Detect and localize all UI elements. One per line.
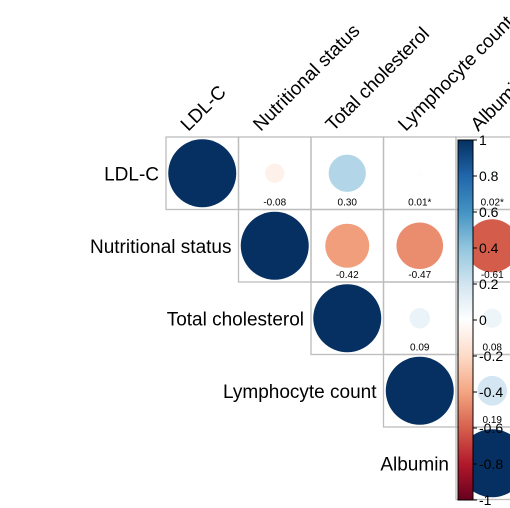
value-label-layer: -0.08 0.30 0.01* 0.02* -0.42 -0.47 -0.61 0.09 0.… [263,198,504,427]
cell-albumin-albumin [455,426,510,501]
row-label-nutritional-status: Nutritional status [90,237,232,258]
circle-ldl-c-ldl-c [168,139,237,208]
row-label-layer: LDL-C Nutritional status Total cholesterol… [90,164,449,475]
value-label-ldl-c-nutritional-status: -0.08 [263,198,286,209]
colorbar-tick-label: 0.8 [479,168,499,184]
row-label-lymphocyte-count: Lymphocyte count [223,382,377,403]
colorbar-tick-label: -0.2 [479,348,503,364]
value-label-nutritional-status-albumin: -0.61 [481,270,504,281]
colorbar-tick-label: 0.4 [479,240,499,256]
circle-nutritional-status-nutritional-status [240,211,309,280]
cell-grid [165,136,510,501]
value-label-nutritional-status-lymphocyte-count: -0.47 [408,270,431,281]
circle-ldl-c-nutritional-status [265,163,285,183]
value-label-lymphocyte-count-albumin: 0.19 [483,415,503,426]
colorbar-tick-label: 0 [479,312,487,328]
row-label-ldl-c: LDL-C [104,164,159,185]
circle-nutritional-status-lymphocyte-count [396,222,444,270]
circle-lymphocyte-count-albumin [477,375,508,406]
row-label-albumin: Albumin [380,454,449,475]
colorbar-tick-label: -0.8 [479,456,503,472]
value-label-ldl-c-total-cholesterol: 0.30 [338,198,358,209]
circle-total-cholesterol-lymphocyte-count [409,308,430,329]
colorbar-tick-label: 0.6 [479,204,499,220]
circle-nutritional-status-albumin [465,219,510,273]
circle-total-cholesterol-total-cholesterol [313,284,382,353]
colorbar-ticks: 1 0.8 0.6 0.4 0.2 0 -0.2 -0.4 -0.6 -0.8 -1 [473,132,503,508]
value-label-nutritional-status-total-cholesterol: -0.42 [336,270,359,281]
value-label-ldl-c-lymphocyte-count: 0.01* [408,198,431,209]
colorbar-tick-label: -1 [479,492,492,508]
colorbar-tick-label: 0.2 [479,276,499,292]
colorbar-tick-label: -0.6 [479,420,503,436]
circle-ldl-c-lymphocyte-count [416,169,424,177]
circle-lymphocyte-count-lymphocyte-count [385,356,454,425]
value-label-total-cholesterol-albumin: 0.08 [483,343,503,354]
circle-total-cholesterol-albumin [482,308,502,328]
circle-ldl-c-total-cholesterol [328,154,366,192]
value-label-ldl-c-albumin: 0.02* [481,198,504,209]
colorbar-tick-label: -0.4 [479,384,503,400]
column-label-ldl-c: LDL-C [177,82,231,136]
colorbar: 1 0.8 0.6 0.4 0.2 0 -0.2 -0.4 -0.6 -0.8 -1 [457,132,503,508]
circle-ldl-c-albumin [487,168,498,179]
value-label-total-cholesterol-lymphocyte-count: 0.09 [410,343,430,354]
colorbar-tick-label: 1 [479,132,487,148]
circle-layer [168,139,510,498]
colorbar-gradient [457,139,474,501]
circle-nutritional-status-total-cholesterol [325,223,370,268]
column-label-albumin: Albumin [467,72,510,135]
row-label-total-cholesterol: Total cholesterol [167,309,304,330]
